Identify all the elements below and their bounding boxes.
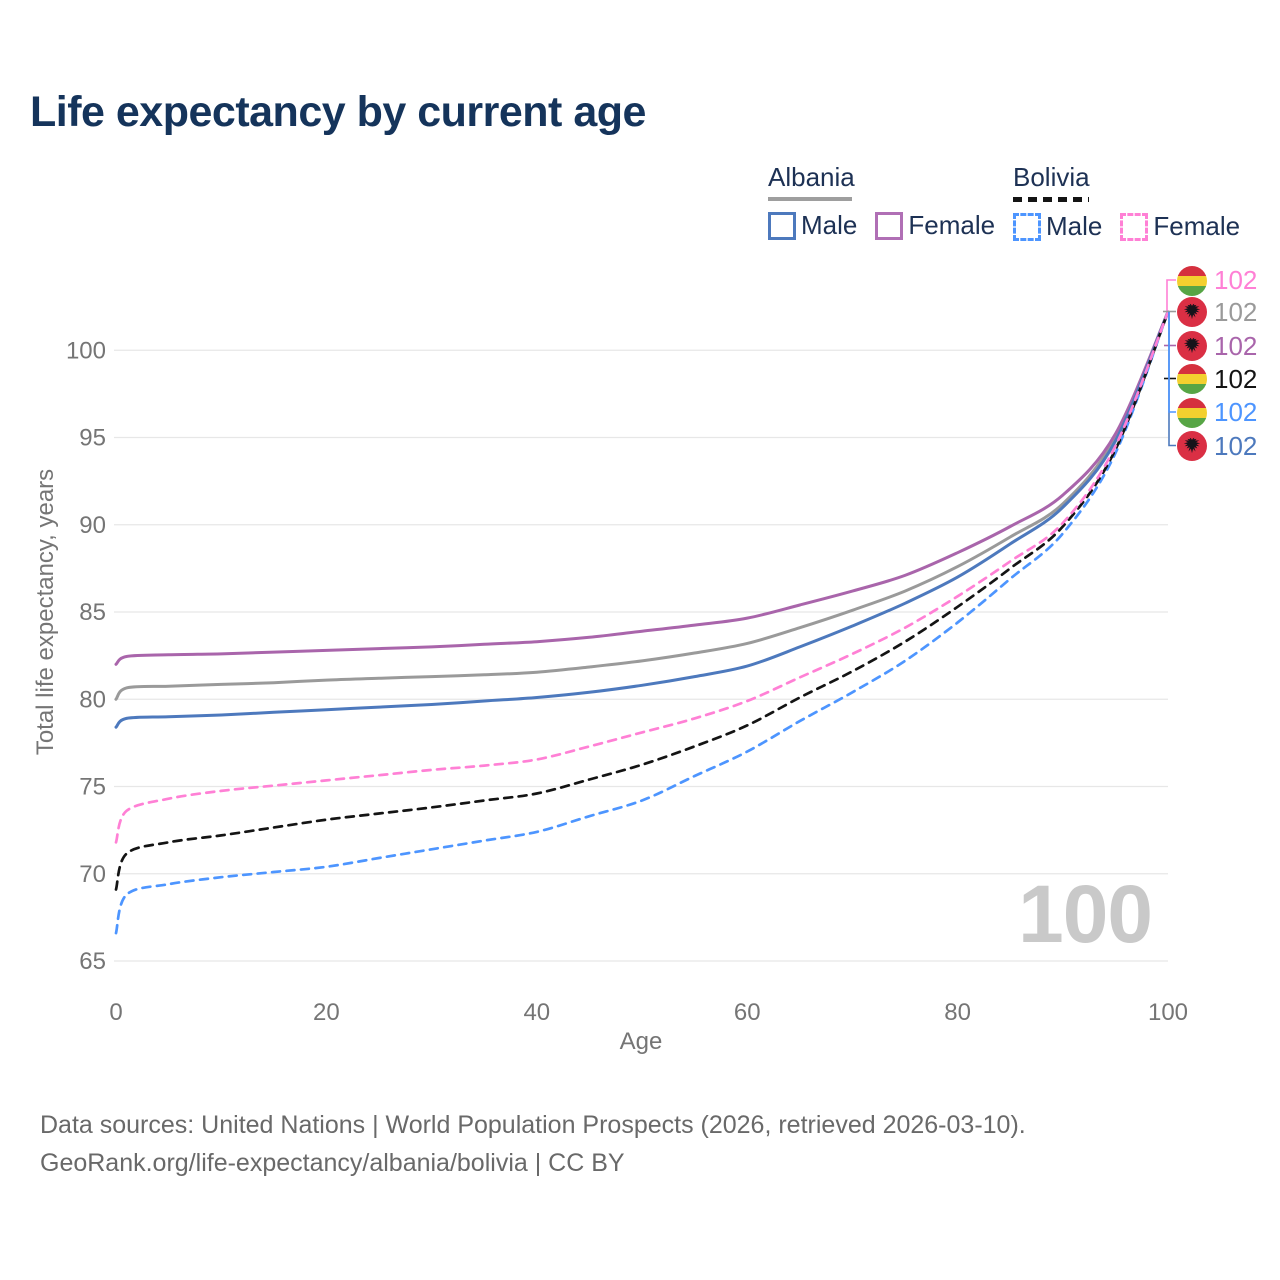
albania-flag-icon <box>1177 331 1207 361</box>
series-line-bolivia-female[interactable] <box>114 310 1170 844</box>
legend-country-albania[interactable]: Albania <box>768 162 855 192</box>
series-line-albania-all[interactable] <box>114 310 1170 701</box>
legend-label-albania-female[interactable]: Female <box>908 210 996 240</box>
series-line-albania-male[interactable] <box>114 310 1170 729</box>
end-label-bolivia-female: 102 <box>1177 265 1257 296</box>
legend-label-albania-male[interactable]: Male <box>801 210 858 240</box>
attribution-line: GeoRank.org/life-expectancy/albania/boli… <box>40 1149 625 1177</box>
y-tick-70: 70 <box>79 861 106 888</box>
legend-label-bolivia-female[interactable]: Female <box>1153 211 1241 241</box>
y-tick-65: 65 <box>79 948 106 975</box>
series-line-albania-female[interactable] <box>114 310 1170 666</box>
footer: Data sources: United Nations | World Pop… <box>40 1106 1026 1182</box>
data-sources-line: Data sources: United Nations | World Pop… <box>40 1111 1026 1139</box>
end-value-albania-male: 102 <box>1214 430 1258 461</box>
y-tick-90: 90 <box>79 512 106 539</box>
legend-underline-albania-solid <box>768 197 852 201</box>
leader-line-bolivia-female <box>1166 279 1176 312</box>
end-label-albania-male: 102 <box>1177 431 1257 462</box>
albania-eagle-glyph <box>1183 303 1201 320</box>
albania-eagle-glyph <box>1183 437 1201 454</box>
x-tick-40: 40 <box>523 999 550 1026</box>
legend-swatch-albania-female[interactable] <box>875 211 904 240</box>
page-title: Life expectancy by current age <box>30 88 646 136</box>
age-counter-watermark: 100 <box>1018 869 1153 960</box>
end-label-albania-all: 102 <box>1177 297 1257 328</box>
y-tick-80: 80 <box>79 686 106 713</box>
y-tick-85: 85 <box>79 599 106 626</box>
end-value-albania-all: 102 <box>1214 296 1258 327</box>
leader-line-bolivia-male <box>1168 311 1176 413</box>
y-tick-75: 75 <box>79 774 106 801</box>
albania-eagle-glyph <box>1183 337 1201 354</box>
legend-swatch-albania-male[interactable] <box>768 211 796 240</box>
legend-group-bolivia: Bolivia Male Female <box>1013 162 1240 242</box>
x-tick-0: 0 <box>109 999 122 1026</box>
y-tick-100: 100 <box>66 337 106 364</box>
albania-flag-icon <box>1177 431 1207 461</box>
end-value-bolivia-male: 102 <box>1214 397 1258 427</box>
legend-underline-bolivia-dashed <box>1013 197 1089 202</box>
x-axis-title: Age <box>619 1028 663 1055</box>
end-value-albania-female: 102 <box>1214 330 1258 361</box>
bolivia-flag-icon <box>1177 265 1207 296</box>
series-line-bolivia-all[interactable] <box>114 310 1170 891</box>
legend-swatch-bolivia-male[interactable] <box>1013 212 1041 241</box>
series-line-bolivia-male[interactable] <box>114 310 1170 935</box>
x-tick-60: 60 <box>734 999 761 1026</box>
albania-flag-icon <box>1177 297 1207 327</box>
bolivia-flag-icon <box>1177 364 1207 394</box>
end-label-albania-female: 102 <box>1177 331 1257 362</box>
bolivia-flag-icon <box>1177 397 1207 428</box>
legend-country-bolivia[interactable]: Bolivia <box>1013 162 1090 192</box>
end-value-bolivia-female: 102 <box>1214 265 1258 295</box>
end-value-bolivia-all: 102 <box>1214 363 1258 394</box>
y-axis-title: Total life expectancy, years <box>32 468 59 756</box>
x-tick-20: 20 <box>313 999 340 1026</box>
x-tick-100: 100 <box>1148 999 1188 1026</box>
y-tick-95: 95 <box>79 425 106 452</box>
x-tick-80: 80 <box>944 999 971 1026</box>
end-label-bolivia-all: 102 <box>1177 364 1257 395</box>
legend-swatch-bolivia-female[interactable] <box>1120 212 1149 241</box>
end-label-bolivia-male: 102 <box>1177 397 1257 428</box>
legend-group-albania: Albania Male Female <box>768 162 995 241</box>
legend-label-bolivia-male[interactable]: Male <box>1046 211 1103 241</box>
